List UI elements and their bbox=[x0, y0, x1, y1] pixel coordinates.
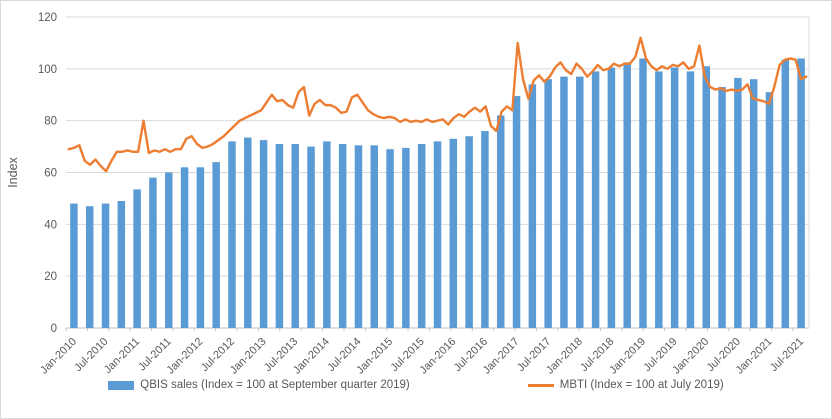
qbis-bars bbox=[70, 58, 805, 329]
legend-item-qbis: QBIS sales (Index = 100 at September qua… bbox=[108, 379, 410, 391]
svg-text:0: 0 bbox=[51, 323, 57, 335]
qbis-bar bbox=[528, 84, 537, 328]
qbis-bar bbox=[749, 79, 758, 328]
qbis-bar bbox=[117, 201, 126, 328]
y-axis-title: Index bbox=[6, 156, 20, 187]
svg-text:20: 20 bbox=[44, 271, 57, 283]
qbis-bar-swatch-icon bbox=[108, 380, 135, 390]
qbis-bar bbox=[196, 167, 205, 328]
qbis-bar bbox=[291, 143, 299, 328]
qbis-bar bbox=[623, 62, 631, 329]
qbis-bar bbox=[101, 203, 110, 328]
qbis-bar bbox=[544, 79, 552, 328]
qbis-bar bbox=[307, 146, 315, 328]
mbti-legend-label: MBTI (Index = 100 at July 2019) bbox=[559, 379, 724, 391]
qbis-legend-label: QBIS sales (Index = 100 at September qua… bbox=[140, 379, 410, 391]
qbis-bar bbox=[449, 138, 458, 328]
y-axis-tick-labels: 0 20 40 60 80 100 120 bbox=[38, 12, 57, 335]
qbis-bar bbox=[702, 66, 710, 328]
qbis-bar bbox=[576, 76, 584, 328]
chart-legend: QBIS sales (Index = 100 at September qua… bbox=[1, 379, 831, 391]
svg-text:80: 80 bbox=[44, 116, 57, 128]
x-axis-tick-labels: Jan-2010Jul-2010Jan-2011Jul-2011Jan-2012… bbox=[38, 336, 806, 377]
qbis-bar bbox=[433, 141, 442, 328]
qbis-bar bbox=[670, 67, 679, 328]
mbti-line bbox=[67, 36, 808, 173]
svg-text:Jan-2010: Jan-2010 bbox=[38, 336, 79, 377]
qbis-bar bbox=[244, 137, 252, 328]
qbis-bar bbox=[149, 177, 157, 328]
qbis-bar bbox=[686, 71, 695, 329]
qbis-bar bbox=[781, 59, 790, 328]
qbis-bar bbox=[496, 115, 505, 328]
qbis-bar bbox=[259, 140, 268, 328]
qbis-bar bbox=[607, 67, 616, 328]
qbis-bar bbox=[639, 58, 647, 328]
svg-text:40: 40 bbox=[44, 219, 57, 231]
mbti-line-swatch-icon bbox=[527, 383, 554, 387]
qbis-bar bbox=[402, 147, 410, 328]
qbis-bar bbox=[718, 86, 726, 328]
qbis-bar bbox=[70, 203, 78, 328]
qbis-bar bbox=[323, 141, 331, 328]
svg-text:120: 120 bbox=[38, 12, 57, 24]
qbis-bar bbox=[370, 145, 379, 328]
qbis-bar bbox=[85, 206, 94, 328]
qbis-bar bbox=[180, 167, 189, 328]
svg-text:Jul-2021: Jul-2021 bbox=[768, 336, 806, 374]
svg-text:60: 60 bbox=[44, 168, 57, 180]
qbis-bar bbox=[560, 76, 568, 328]
qbis-bar bbox=[275, 143, 284, 328]
qbis-bar bbox=[765, 92, 774, 329]
qbis-bar bbox=[512, 96, 521, 328]
qbis-bar bbox=[165, 172, 173, 328]
qbis-bar bbox=[734, 77, 742, 328]
qbis-bar bbox=[481, 131, 489, 328]
qbis-bar bbox=[386, 149, 394, 328]
qbis-bar bbox=[417, 143, 426, 328]
qbis-bar bbox=[465, 136, 473, 328]
qbis-bar bbox=[212, 162, 220, 328]
svg-text:100: 100 bbox=[38, 64, 57, 76]
x-axis-ticks bbox=[65, 328, 794, 331]
qbis-bar bbox=[338, 143, 347, 328]
qbis-bar bbox=[133, 189, 141, 328]
qbis-bar bbox=[591, 71, 600, 329]
qbis-bar bbox=[228, 141, 236, 328]
qbis-bar bbox=[655, 71, 663, 329]
qbis-bar bbox=[354, 145, 363, 328]
qbis-bar bbox=[797, 58, 805, 328]
legend-item-mbti: MBTI (Index = 100 at July 2019) bbox=[527, 379, 724, 391]
